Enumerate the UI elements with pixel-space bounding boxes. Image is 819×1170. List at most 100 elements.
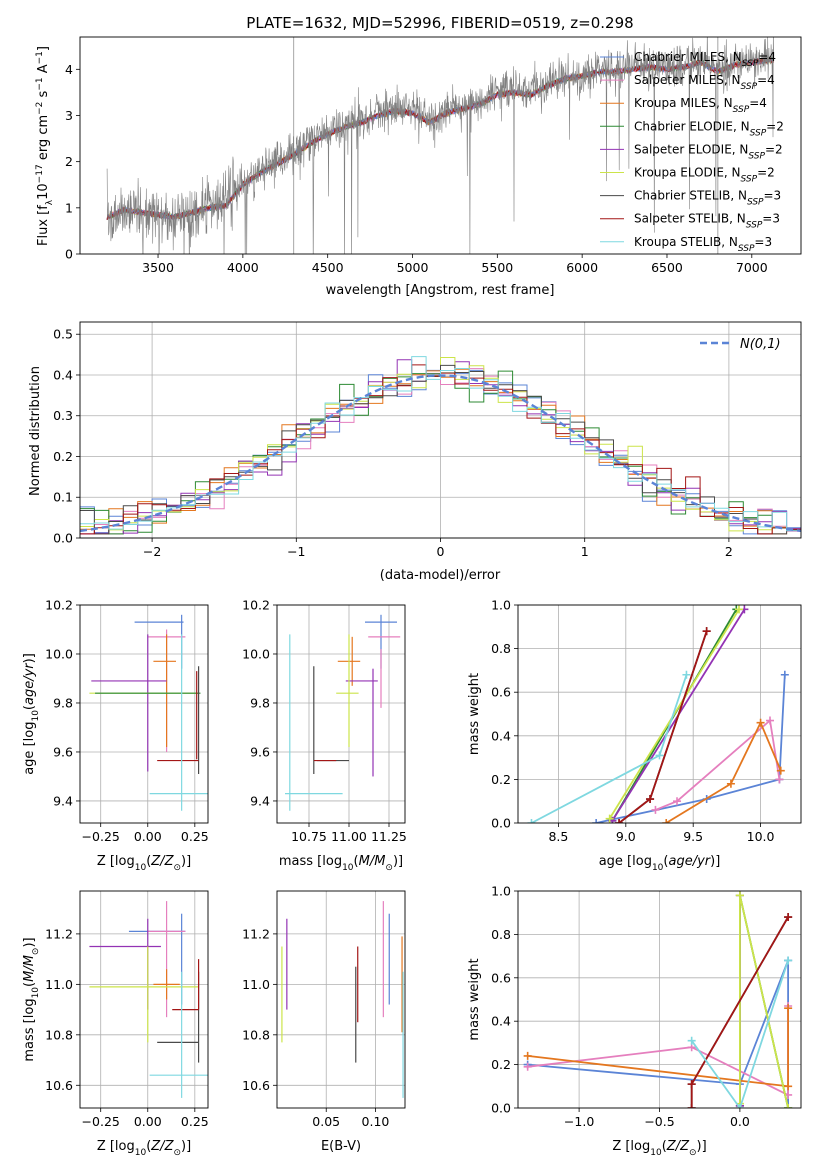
y-tick-label: 0.2 bbox=[53, 449, 73, 464]
x-tick-label: 4000 bbox=[227, 260, 259, 275]
frame-age-vs-mass: 10.75 11.00 11.25 9.4 9.6 9.8 10.0 10.2 bbox=[242, 598, 407, 845]
mass-weight-line bbox=[655, 718, 781, 811]
y-tick-label: 10.8 bbox=[45, 1027, 73, 1042]
y-tick-label: 11.0 bbox=[242, 977, 270, 992]
y-tick-label: 0.3 bbox=[53, 408, 73, 423]
mass-weight-marker bbox=[784, 956, 793, 965]
axes-mass-weight-vs-age bbox=[518, 604, 801, 824]
mass-weight-marker bbox=[687, 1036, 696, 1045]
y-tick-label: 9.4 bbox=[53, 793, 73, 808]
y-tick-label: 0.4 bbox=[53, 367, 73, 382]
y-tick-label: 1.0 bbox=[491, 598, 511, 613]
axes-age-vs-z bbox=[80, 604, 208, 823]
figure-title: PLATE=1632, MJD=52996, FIBERID=0519, z=0… bbox=[246, 14, 633, 32]
x-tick-label: 5000 bbox=[397, 260, 429, 275]
x-axis-label: Z [log10(Z/Z⊙)] bbox=[612, 1139, 706, 1158]
y-tick-label: 10.8 bbox=[242, 1027, 270, 1042]
y-tick-label: 0.5 bbox=[53, 327, 73, 342]
mass-weight-marker bbox=[646, 795, 655, 804]
mass-weight-marker bbox=[780, 670, 789, 679]
y-tick-label: 9.6 bbox=[250, 744, 270, 759]
legend-label: Kroupa STELIB, NSSP=3 bbox=[634, 235, 772, 254]
plot-age-vs-mass bbox=[285, 614, 401, 811]
y-tick-label: 0.2 bbox=[491, 1057, 511, 1072]
mass-weight-marker bbox=[776, 766, 785, 775]
x-tick-label: −1 bbox=[287, 544, 305, 559]
axes-frame bbox=[79, 36, 802, 255]
y-tick-label: 11.2 bbox=[242, 926, 270, 941]
legend-label: N(0,1) bbox=[740, 337, 781, 352]
y-axis-label: Normed distribution bbox=[28, 366, 43, 496]
legend-label: Chabrier MILES, NSSP=4 bbox=[634, 50, 776, 69]
x-tick-label: 9.0 bbox=[616, 829, 636, 844]
y-tick-label: 0.4 bbox=[491, 1014, 511, 1029]
x-tick-label: −0.5 bbox=[644, 1114, 674, 1129]
x-tick-label: 0.10 bbox=[362, 1114, 390, 1129]
x-tick-label: 0.25 bbox=[181, 1114, 209, 1129]
y-tick-label: 0.4 bbox=[491, 728, 511, 743]
axes-spectrum bbox=[80, 37, 801, 254]
frame-mass-weight-vs-age: 8.5 9.0 9.5 10.0 0.0 0.2 0.4 0.6 0.8 1.0 bbox=[491, 598, 802, 844]
mass-weight-marker bbox=[605, 814, 614, 823]
y-tick-label: 10.2 bbox=[242, 598, 270, 613]
axes-frame bbox=[79, 890, 209, 1109]
axes-mass-vs-z bbox=[80, 891, 208, 1108]
x-axis-label: E(B-V) bbox=[321, 1139, 361, 1154]
y-tick-label: 9.6 bbox=[53, 744, 73, 759]
frame-mass-vs-ebv: 0.05 0.10 10.6 10.8 11.0 11.2 bbox=[242, 890, 406, 1129]
plot-area bbox=[277, 891, 405, 1108]
x-axis-label: Z [log10(Z/Z⊙)] bbox=[97, 854, 191, 873]
y-tick-label: 0 bbox=[65, 247, 73, 262]
x-tick-label: 6500 bbox=[651, 260, 683, 275]
x-tick-label: 0.00 bbox=[134, 829, 162, 844]
plot-area bbox=[277, 605, 405, 823]
legend-label: Salpeter STELIB, NSSP=3 bbox=[634, 212, 780, 231]
x-tick-label: 11.00 bbox=[331, 829, 367, 844]
frame-spectrum: 3500 4000 4500 5000 5500 6000 6500 7000 0 1 2 3 4 Cha… bbox=[65, 36, 802, 275]
x-tick-label: 1 bbox=[581, 544, 589, 559]
x-tick-label: −1.0 bbox=[564, 1114, 594, 1129]
y-tick-label: 0.6 bbox=[491, 970, 511, 985]
y-axis-label: age [log10(age/yr)] bbox=[22, 653, 41, 775]
x-tick-label: 4500 bbox=[312, 260, 344, 275]
mass-weight-line bbox=[665, 720, 782, 823]
y-tick-label: 1 bbox=[65, 200, 73, 215]
mass-weight-line bbox=[690, 960, 789, 1108]
gaussian-curve bbox=[80, 374, 801, 533]
mass-weight-marker bbox=[784, 1104, 793, 1108]
x-axis-label: age [log10(age/yr)] bbox=[599, 854, 721, 873]
residual-legend: N(0,1) bbox=[700, 337, 781, 352]
axes-frame bbox=[79, 321, 802, 539]
y-axis-label: Flux [fλ10−17 erg cm−2 s−1 A−1] bbox=[35, 46, 55, 246]
frame-mass-weight-vs-z: −1.0 −0.5 0.0 0.0 0.2 0.4 0.6 0.8 1.0 bbox=[491, 884, 802, 1129]
plot-spectrum bbox=[106, 37, 774, 254]
y-axis-label: mass weight bbox=[467, 958, 482, 1040]
x-tick-label: −0.25 bbox=[82, 1114, 120, 1129]
x-tick-label: −0.25 bbox=[82, 829, 120, 844]
y-tick-label: 10.0 bbox=[242, 646, 270, 661]
plot-mass-weight-vs-age bbox=[527, 605, 789, 823]
legend-label: Salpeter MILES, NSSP=4 bbox=[634, 73, 775, 92]
axes-frame bbox=[276, 604, 406, 824]
spectrum-legend: Chabrier MILES, NSSP=4 Salpeter MILES, NS… bbox=[600, 50, 784, 254]
y-tick-label: 3 bbox=[65, 108, 73, 123]
axes-frame bbox=[517, 890, 802, 1109]
mass-weight-marker bbox=[784, 913, 793, 922]
y-axis-label: mass [log10(M/M⊙)] bbox=[22, 937, 41, 1061]
plot-mass-vs-z bbox=[89, 901, 208, 1098]
mass-weight-marker bbox=[766, 716, 775, 725]
y-tick-label: 10.6 bbox=[242, 1078, 270, 1093]
legend-label: Chabrier ELODIE, NSSP=2 bbox=[634, 119, 784, 138]
y-tick-label: 0.8 bbox=[491, 927, 511, 942]
mass-weight-marker bbox=[775, 775, 784, 784]
x-tick-label: 5500 bbox=[481, 260, 513, 275]
y-tick-label: 0.1 bbox=[53, 490, 73, 505]
y-tick-label: 11.0 bbox=[45, 977, 73, 992]
y-tick-label: 0.0 bbox=[491, 1101, 511, 1116]
mass-weight-marker bbox=[735, 605, 744, 614]
mass-weight-marker bbox=[523, 1051, 532, 1060]
x-tick-label: 0.00 bbox=[134, 1114, 162, 1129]
x-axis-label: mass [log10(M/M⊙)] bbox=[279, 854, 403, 873]
x-tick-label: 9.5 bbox=[683, 829, 703, 844]
mass-weight-marker bbox=[687, 1080, 696, 1089]
